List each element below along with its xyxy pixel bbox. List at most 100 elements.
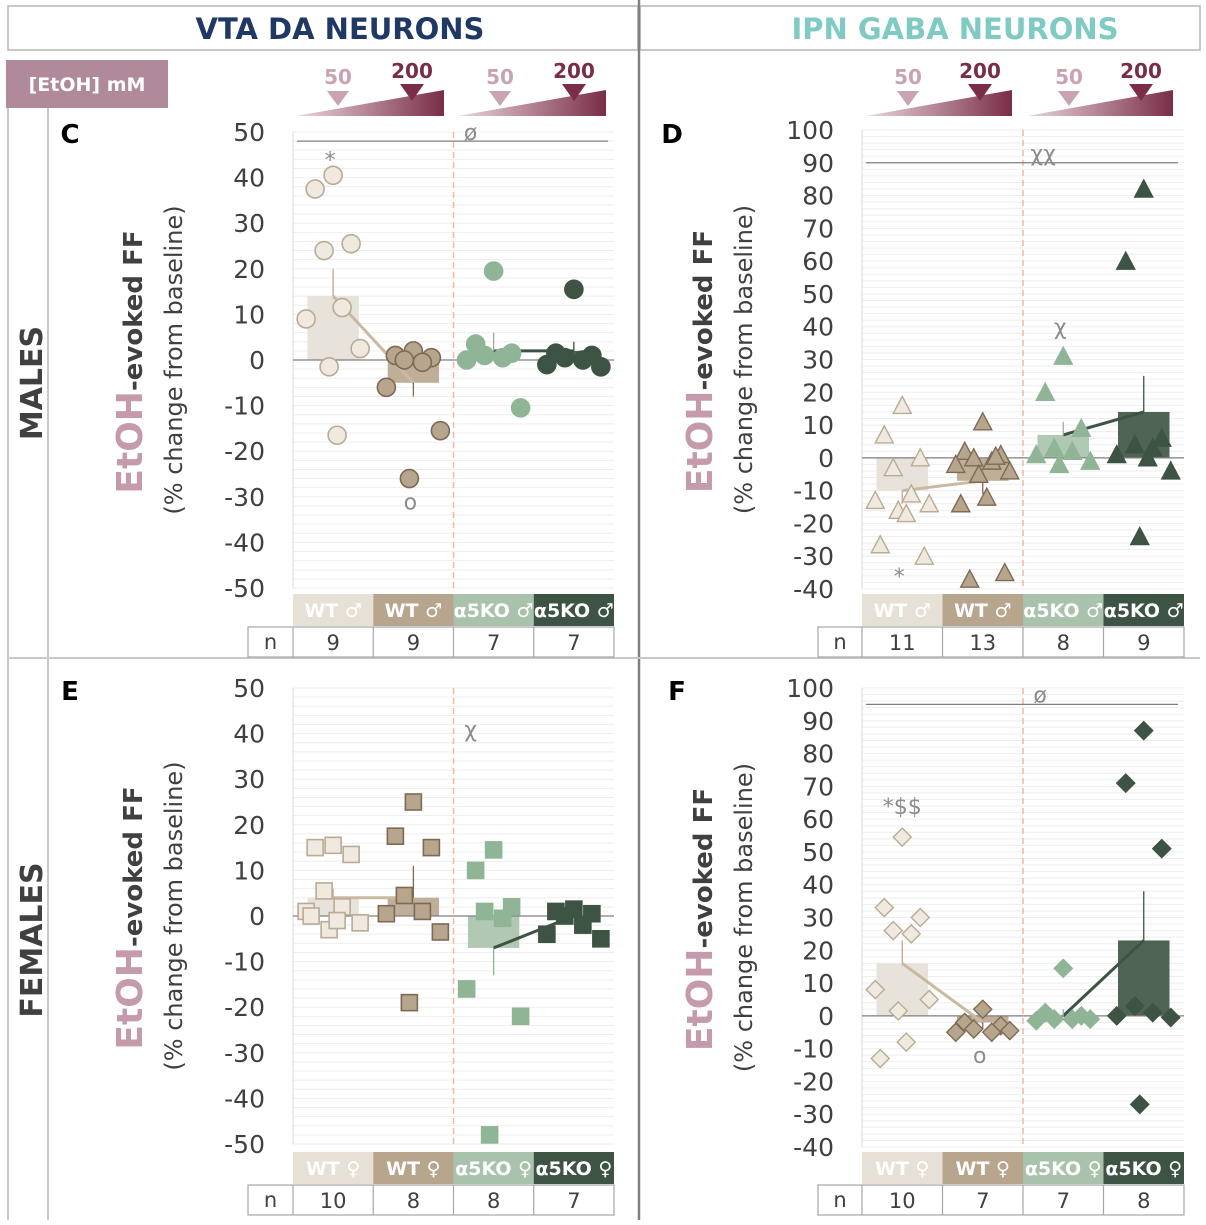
data-point [945,1022,966,1043]
data-point [475,902,494,921]
y-tick-label: 0 [249,346,265,375]
y-tick-label: -40 [793,575,834,604]
y-tick-label: 30 [802,904,834,933]
n-value: 8 [1057,631,1070,655]
y-tick-label: -20 [224,437,265,466]
group-label: WT ♂ [954,600,1012,622]
low-dose-marker [327,91,349,106]
data-point [431,923,450,941]
mean-bar [1037,434,1090,458]
significance-annotation: ø [464,121,477,146]
n-label: n [264,630,277,654]
data-point [985,445,1006,465]
panel-letter: C [60,120,79,150]
data-point [972,411,993,431]
y-tick-label: -30 [224,1039,265,1068]
mean-bar [387,897,440,916]
row-label-females: FEMALES [15,862,50,1017]
y-tick-label: 10 [233,856,265,885]
n-value: 8 [1137,1189,1150,1213]
data-point [1026,1010,1047,1031]
data-point [305,179,325,199]
y-tick-label: 30 [802,346,834,375]
y-tick-label: 30 [233,209,265,238]
data-point [394,350,415,370]
data-point [914,545,935,565]
data-point [376,377,397,398]
group-label-box [942,1152,1023,1184]
significance-annotation: *$$ [883,795,922,820]
y-tick-label: -40 [224,1084,265,1113]
data-point [883,457,904,477]
y-tick-label: 100 [786,116,834,145]
concentration-ramp [296,90,444,116]
group-label-box [293,594,374,626]
group-label-box [533,1152,614,1184]
y-axis-label-etoh: EtOH [680,391,721,494]
significance-annotation: χχ [1030,142,1056,167]
n-row [247,626,615,658]
n-value: 13 [969,631,996,655]
n-value: 7 [567,1189,580,1213]
n-row [817,1184,1185,1216]
data-point [954,440,975,460]
data-point [1035,381,1056,401]
y-axis-label-etoh: EtOH [680,949,721,1052]
data-point [324,836,342,855]
data-point [919,989,940,1010]
data-point [327,425,347,446]
y-tick-label: 90 [802,149,834,178]
group-label-box [1023,594,1104,626]
n-label: n [264,1188,277,1212]
group-label: α5KO ♂ [1104,600,1184,622]
data-point [1049,453,1070,474]
data-point [483,261,504,281]
data-point [1080,1009,1101,1030]
low-dose-label: 50 [324,65,352,89]
n-row [247,1184,615,1216]
group-label-box [1023,1152,1104,1184]
mean-bar [467,916,520,948]
data-point [341,233,361,254]
y-axis-subtitle: (% change from baseline) [730,763,758,1072]
data-point [999,460,1020,480]
data-point [573,350,593,370]
data-point [1151,427,1172,447]
data-point [377,904,396,923]
right-title: IPN GABA NEURONS [791,12,1118,46]
data-point [959,568,980,588]
group-label: α5KO ♂ [454,600,534,622]
data-point [910,447,931,467]
y-axis-label-etoh: EtOH [110,391,151,494]
significance-annotation: ø [1033,684,1046,709]
row-label-males: MALES [15,326,50,440]
data-point [395,886,414,905]
n-value: 7 [567,631,580,655]
y-axis-subtitle: (% change from baseline) [730,205,758,514]
y-tick-label: -30 [793,1100,834,1129]
data-point [950,493,971,513]
significance-annotation: χ [1054,316,1067,341]
data-point [1106,444,1127,464]
data-point [332,297,352,318]
data-point [968,463,989,483]
high-dose-label: 200 [391,59,433,83]
y-tick-label: 0 [249,902,265,931]
y-tick-label: 50 [233,674,265,703]
data-point [1106,1005,1127,1026]
y-axis-label: EtOH-evoked FF [680,230,721,493]
group-label: α5KO ♀ [1105,1158,1182,1180]
mean-connector [901,962,984,1024]
data-point [865,489,886,510]
group-label-box [373,594,454,626]
y-tick-label: 60 [802,805,834,834]
y-tick-label: -10 [793,1035,834,1064]
low-dose-marker [489,91,511,106]
etoh-conc-label: [EtOH] mM [29,74,146,96]
y-tick-label: 50 [802,280,834,309]
panel-f: F 1009080706050403020100-10-20-30-40EtOH-… [668,674,1185,1216]
data-point [874,897,895,918]
data-point [555,347,575,368]
data-point [556,907,574,925]
